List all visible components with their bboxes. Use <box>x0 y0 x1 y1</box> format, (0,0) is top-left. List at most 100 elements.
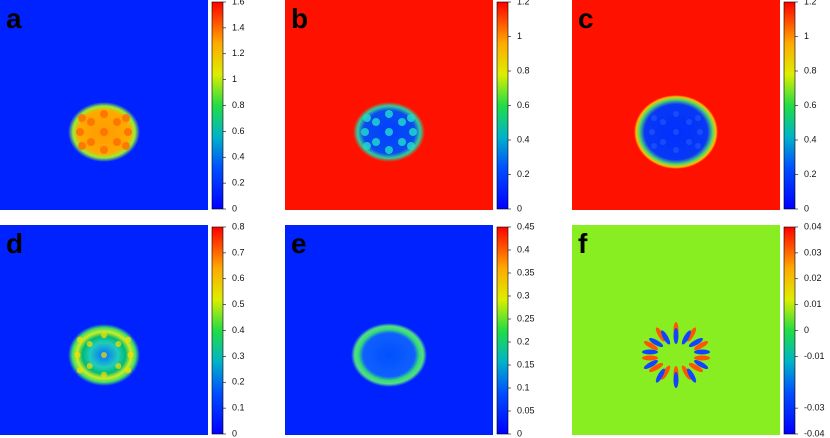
dot <box>76 336 83 343</box>
dot <box>398 138 406 146</box>
dot <box>101 352 107 358</box>
tick-label: 0 <box>804 325 809 335</box>
colorbar <box>211 226 224 435</box>
dot <box>125 367 132 374</box>
dipole <box>649 362 664 373</box>
dipole <box>673 372 679 388</box>
dipole <box>643 359 658 370</box>
tick-label: 0.2 <box>517 336 530 346</box>
dipole <box>649 337 664 348</box>
tick-label: 0.2 <box>232 377 245 387</box>
dipole <box>688 337 703 348</box>
tick-label: 1.2 <box>804 0 817 6</box>
tick-label: 1.2 <box>232 48 245 58</box>
dot <box>363 142 371 150</box>
tick-label: 0.7 <box>232 247 245 257</box>
tick-label: 0.2 <box>804 169 817 179</box>
colorbar <box>211 1 224 210</box>
dipole <box>643 340 658 351</box>
panel-images <box>0 0 780 435</box>
tick-label: 1 <box>232 74 237 84</box>
tick-label: 0.4 <box>232 325 245 335</box>
dot <box>124 128 132 136</box>
dot <box>407 114 415 122</box>
dot <box>76 367 83 374</box>
dot <box>697 129 703 135</box>
dipole <box>687 327 697 342</box>
dot <box>398 118 406 126</box>
tick-label: 0.6 <box>517 100 530 110</box>
dipole <box>694 359 709 370</box>
dot <box>651 143 657 149</box>
panel-letter: d <box>6 228 23 259</box>
dipole <box>661 365 671 380</box>
panel-letter: b <box>291 3 308 34</box>
tick-label: 0.8 <box>232 100 245 110</box>
dot <box>100 146 108 154</box>
dot <box>385 128 393 136</box>
tick-label: 0.3 <box>232 351 245 361</box>
tick-label: 0.6 <box>232 273 245 283</box>
dipole <box>694 340 709 351</box>
tick-label: 0.45 <box>517 221 535 231</box>
dot <box>649 129 655 135</box>
dot <box>100 128 108 136</box>
tick-label: 0.03 <box>804 247 822 257</box>
dot <box>101 332 107 339</box>
tick-label: 1 <box>804 31 809 41</box>
dot <box>86 341 93 347</box>
dot <box>101 371 107 378</box>
dot <box>686 119 692 125</box>
blob <box>351 323 427 387</box>
tick-label: 0.8 <box>804 65 817 75</box>
colorbar <box>783 226 796 435</box>
dot <box>86 363 93 369</box>
dipole <box>694 349 710 355</box>
tick-label: 0.5 <box>232 299 245 309</box>
dot <box>122 114 130 122</box>
tick-label: 0.25 <box>517 313 535 323</box>
tick-label: 0.15 <box>517 359 535 369</box>
panel-letter: a <box>6 3 22 34</box>
tick-label: 0.04 <box>804 221 822 231</box>
colorbar <box>783 1 796 210</box>
tick-label: 1.2 <box>517 0 530 6</box>
tick-label: 0.2 <box>517 169 530 179</box>
tick-label: 0.6 <box>232 126 245 136</box>
dot <box>113 138 121 146</box>
tick-label: 0.1 <box>517 382 530 392</box>
dot <box>87 118 95 126</box>
dot <box>125 336 132 343</box>
tick-label: 0.8 <box>517 65 530 75</box>
tick-label: 1.4 <box>232 22 245 32</box>
dot <box>651 115 657 121</box>
dot <box>363 114 371 122</box>
dipole <box>688 362 703 373</box>
tick-label: 0.4 <box>517 134 530 144</box>
dots <box>74 110 710 388</box>
dipole <box>681 365 691 380</box>
dipole <box>681 330 691 345</box>
dot <box>695 115 701 121</box>
tick-label: 0 <box>804 203 809 213</box>
tick-label: 0.05 <box>517 405 535 415</box>
tick-label: -0.03 <box>804 403 825 413</box>
dot <box>361 128 369 136</box>
tick-label: 0.4 <box>804 134 817 144</box>
dot <box>78 142 86 150</box>
tick-label: 0.4 <box>232 152 245 162</box>
dipole <box>661 330 671 345</box>
dot <box>113 118 121 126</box>
dot <box>385 110 393 118</box>
dipole <box>655 327 665 342</box>
tick-label: 0.4 <box>517 244 530 254</box>
dot <box>100 110 108 118</box>
dot <box>673 129 679 135</box>
dipole <box>642 349 658 355</box>
panel-letter: f <box>578 228 588 259</box>
dot <box>673 147 679 153</box>
dot <box>409 128 417 136</box>
dot <box>686 139 692 145</box>
dot <box>122 142 130 150</box>
